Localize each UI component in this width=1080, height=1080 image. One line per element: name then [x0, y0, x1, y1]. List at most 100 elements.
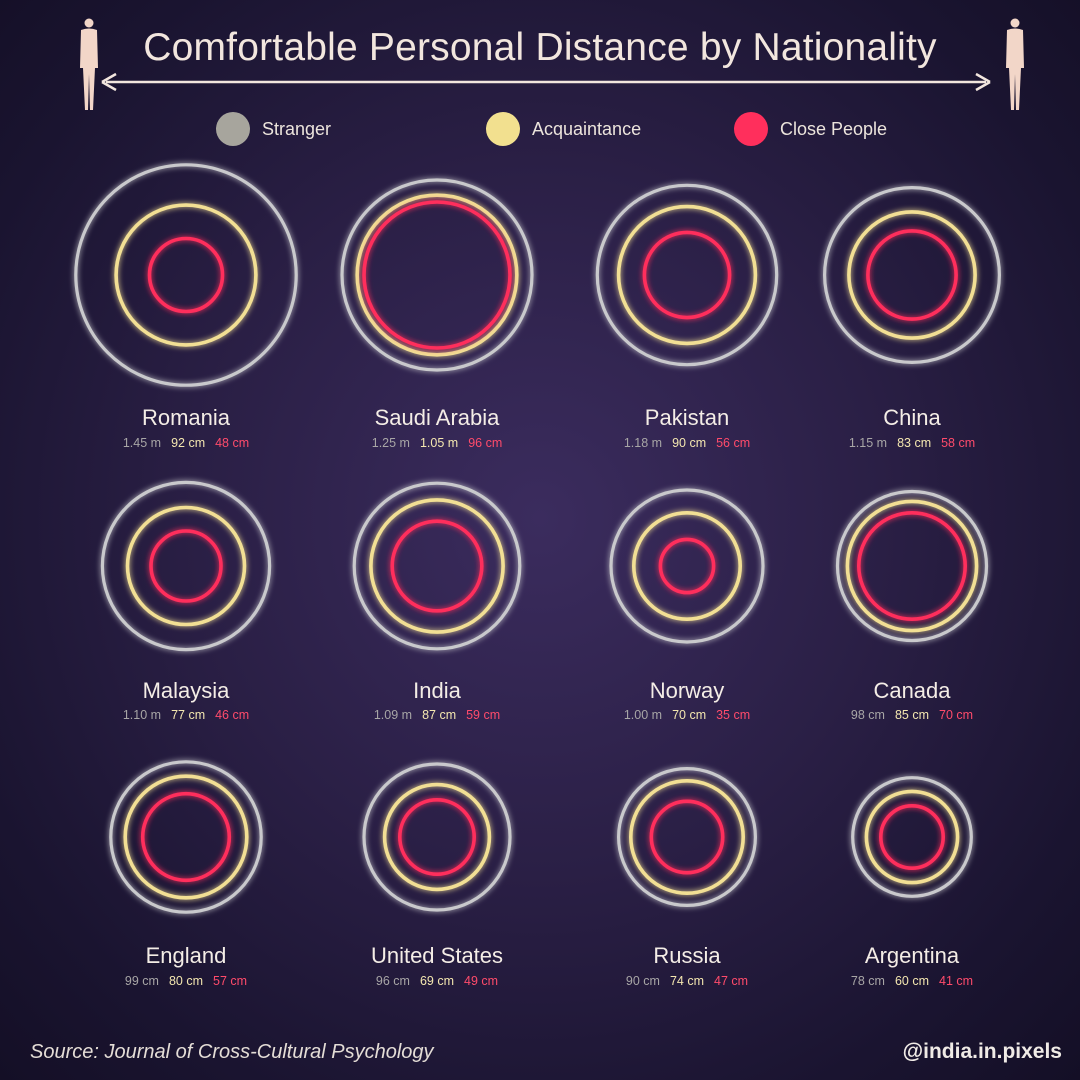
acquaintance-ring-russia — [628, 778, 745, 895]
country-group-india: India 1.09 m 87 cm 59 cm — [352, 481, 522, 722]
acquaintance-value-united-states: 69 cm — [420, 974, 454, 988]
acquaintance-value-saudi-arabia: 1.05 m — [420, 436, 458, 450]
person-figure-left-icon — [80, 18, 98, 110]
acquaintance-ring-argentina — [864, 789, 960, 885]
legend-swatch-acquaintance — [486, 112, 520, 146]
country-name-india: India — [413, 678, 461, 703]
stranger-value-norway: 1.00 m — [624, 708, 662, 722]
country-values-canada: 98 cm 85 cm 70 cm — [851, 708, 973, 722]
country-values-argentina: 78 cm 60 cm 41 cm — [851, 974, 973, 988]
country-values-england: 99 cm 80 cm 57 cm — [125, 974, 247, 988]
close-ring-canada — [856, 510, 967, 621]
country-name-england: England — [146, 943, 227, 968]
country-values-china: 1.15 m 83 cm 58 cm — [849, 436, 975, 450]
stranger-value-argentina: 78 cm — [851, 974, 885, 988]
acquaintance-ring-china — [847, 210, 977, 340]
close-value-united-states: 49 cm — [464, 974, 498, 988]
acquaintance-value-romania: 92 cm — [171, 436, 205, 450]
acquaintance-ring-saudi-arabia — [355, 193, 519, 357]
country-group-argentina: Argentina 78 cm 60 cm 41 cm — [851, 776, 973, 988]
acquaintance-ring-malaysia — [125, 505, 247, 627]
country-group-england: England 99 cm 80 cm 57 cm — [109, 760, 263, 988]
close-value-argentina: 41 cm — [939, 974, 973, 988]
close-ring-romania — [147, 236, 225, 314]
acquaintance-ring-canada — [845, 499, 979, 633]
close-ring-saudi-arabia — [362, 200, 512, 350]
country-group-china: China 1.15 m 83 cm 58 cm — [822, 186, 1001, 450]
country-name-china: China — [883, 405, 941, 430]
double-arrow-icon — [101, 72, 991, 92]
stranger-ring-england — [109, 760, 263, 914]
stranger-value-pakistan: 1.18 m — [624, 436, 662, 450]
close-ring-england — [140, 791, 232, 883]
legend-item-close-people: Close People — [734, 112, 887, 146]
acquaintance-ring-romania — [114, 203, 258, 347]
legend-label-stranger: Stranger — [262, 118, 332, 139]
country-values-saudi-arabia: 1.25 m 1.05 m 96 cm — [372, 436, 502, 450]
close-ring-malaysia — [149, 529, 223, 603]
acquaintance-value-russia: 74 cm — [670, 974, 704, 988]
country-name-russia: Russia — [653, 943, 721, 968]
close-ring-pakistan — [642, 230, 732, 320]
close-ring-russia — [649, 799, 725, 875]
country-group-united-states: United States 96 cm 69 cm 49 cm — [362, 762, 512, 988]
close-value-norway: 35 cm — [716, 708, 750, 722]
country-name-canada: Canada — [873, 678, 951, 703]
stranger-ring-pakistan — [595, 183, 779, 367]
acquaintance-ring-norway — [631, 510, 742, 621]
close-value-saudi-arabia: 96 cm — [468, 436, 502, 450]
stranger-value-romania: 1.45 m — [123, 436, 161, 450]
acquaintance-ring-india — [369, 498, 505, 634]
stranger-ring-russia — [616, 766, 757, 907]
stranger-ring-argentina — [851, 776, 973, 898]
acquaintance-ring-england — [123, 774, 249, 900]
country-group-malaysia: Malaysia 1.10 m 77 cm 46 cm — [100, 480, 272, 722]
page-title: Comfortable Personal Distance by Nationa… — [143, 26, 937, 69]
stranger-value-russia: 90 cm — [626, 974, 660, 988]
country-name-pakistan: Pakistan — [645, 405, 729, 430]
stranger-ring-malaysia — [100, 480, 272, 652]
stranger-value-england: 99 cm — [125, 974, 159, 988]
country-group-pakistan: Pakistan 1.18 m 90 cm 56 cm — [595, 183, 779, 450]
legend-item-acquaintance: Acquaintance — [486, 112, 641, 146]
close-ring-india — [390, 519, 484, 613]
stranger-ring-united-states — [362, 762, 512, 912]
country-values-norway: 1.00 m 70 cm 35 cm — [624, 708, 750, 722]
close-value-canada: 70 cm — [939, 708, 973, 722]
acquaintance-value-pakistan: 90 cm — [672, 436, 706, 450]
legend-swatch-close — [734, 112, 768, 146]
close-value-pakistan: 56 cm — [716, 436, 750, 450]
legend-label-close: Close People — [780, 118, 888, 139]
stranger-ring-canada — [835, 489, 989, 643]
country-group-romania: Romania 1.45 m 92 cm 48 cm — [74, 163, 298, 450]
stranger-value-malaysia: 1.10 m — [123, 708, 161, 722]
country-name-argentina: Argentina — [865, 943, 960, 968]
country-group-russia: Russia 90 cm 74 cm 47 cm — [616, 766, 757, 988]
country-values-pakistan: 1.18 m 90 cm 56 cm — [624, 436, 750, 450]
country-name-norway: Norway — [650, 678, 725, 703]
country-values-romania: 1.45 m 92 cm 48 cm — [123, 436, 249, 450]
country-group-saudi-arabia: Saudi Arabia 1.25 m 1.05 m 96 cm — [340, 178, 534, 450]
acquaintance-value-malaysia: 77 cm — [171, 708, 205, 722]
stranger-value-united-states: 96 cm — [376, 974, 410, 988]
person-figure-right-icon — [1006, 18, 1024, 110]
country-name-united-states: United States — [371, 943, 503, 968]
stranger-value-india: 1.09 m — [374, 708, 412, 722]
stranger-value-canada: 98 cm — [851, 708, 885, 722]
legend-swatch-stranger — [216, 112, 250, 146]
stranger-value-saudi-arabia: 1.25 m — [372, 436, 410, 450]
stranger-value-china: 1.15 m — [849, 436, 887, 450]
country-group-norway: Norway 1.00 m 70 cm 35 cm — [609, 488, 765, 722]
country-name-malaysia: Malaysia — [143, 678, 231, 703]
close-value-india: 59 cm — [466, 708, 500, 722]
stranger-ring-norway — [609, 488, 765, 644]
stranger-ring-romania — [74, 163, 298, 387]
close-ring-norway — [658, 537, 716, 595]
acquaintance-ring-pakistan — [616, 204, 758, 346]
country-values-india: 1.09 m 87 cm 59 cm — [374, 708, 500, 722]
stranger-ring-saudi-arabia — [340, 178, 534, 372]
close-value-china: 58 cm — [941, 436, 975, 450]
close-value-russia: 47 cm — [714, 974, 748, 988]
close-ring-china — [866, 229, 958, 321]
